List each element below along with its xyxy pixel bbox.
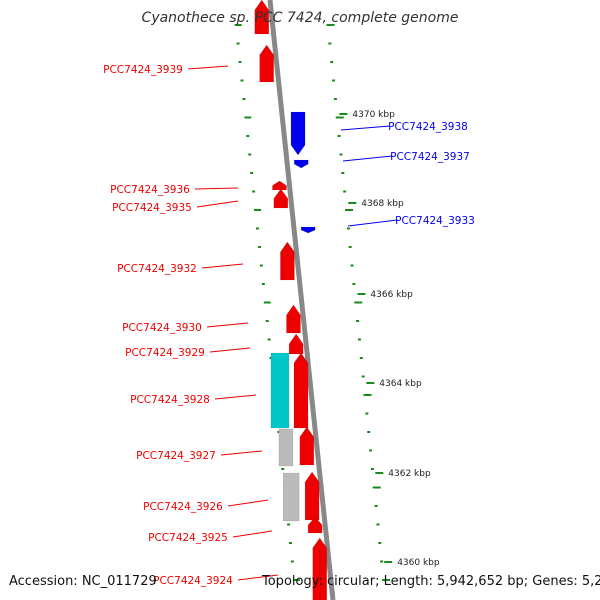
gene-label[interactable]: PCC7424_3937: [390, 151, 470, 163]
gene-label[interactable]: PCC7424_3936: [110, 184, 190, 196]
other-feature[interactable]: [278, 428, 294, 467]
scale-label: 4364 kbp: [379, 379, 422, 389]
gene-label[interactable]: PCC7424_3925: [148, 532, 228, 544]
gene-3932[interactable]: [280, 241, 295, 281]
gene-label[interactable]: PCC7424_3935: [112, 202, 192, 214]
gene-leader-line: [237, 574, 279, 581]
gene-label[interactable]: PCC7424_3938: [388, 121, 468, 133]
gene-label[interactable]: PCC7424_3933: [395, 215, 475, 227]
gene-leader-line: [214, 394, 257, 400]
topology-text: Topology: circular; Length: 5,942,652 bp…: [262, 574, 600, 589]
gene-3939[interactable]: [259, 44, 274, 83]
scale-label: 4368 kbp: [361, 199, 404, 209]
gene-3935[interactable]: [273, 188, 289, 209]
map-title: Cyanothece sp. PCC 7424, complete genome: [141, 10, 459, 26]
gene-leader-line: [232, 530, 273, 538]
gene-leader-line: [194, 187, 239, 190]
gene-top-partial[interactable]: [254, 0, 270, 35]
genome-backbone: [267, 0, 336, 600]
scale-label: 4366 kbp: [370, 290, 413, 300]
scale-label: 4370 kbp: [352, 110, 395, 120]
gene-leader-line: [220, 450, 263, 456]
gene-3936[interactable]: [272, 180, 287, 191]
gene-3925[interactable]: [307, 516, 323, 534]
accession-text: Accession: NC_011729: [9, 574, 157, 589]
gene-3937[interactable]: [293, 159, 309, 169]
gene-leader-line: [342, 155, 393, 162]
gene-leader-line: [201, 263, 244, 269]
gene-3924[interactable]: [312, 537, 328, 600]
gene-label[interactable]: PCC7424_3928: [130, 394, 210, 406]
gene-leader-line: [347, 219, 398, 227]
scale-label: 4360 kbp: [397, 558, 440, 568]
gene-label[interactable]: PCC7424_3932: [117, 263, 197, 275]
gene-label[interactable]: PCC7424_3939: [103, 64, 183, 76]
gene-3929[interactable]: [288, 333, 304, 355]
gene-leader-line: [209, 347, 251, 353]
gene-3928[interactable]: [293, 352, 309, 429]
gene-label[interactable]: PCC7424_3927: [136, 450, 216, 462]
gene-3938[interactable]: [290, 111, 306, 156]
gene-label[interactable]: PCC7424_3930: [122, 322, 202, 334]
gene-leader-line: [187, 65, 229, 70]
gene-label[interactable]: PCC7424_3926: [143, 501, 223, 513]
gene-leader-line: [206, 322, 249, 328]
gene-leader-line: [340, 125, 391, 131]
scale-label: 4362 kbp: [388, 469, 431, 479]
gene-leader-line: [196, 200, 239, 208]
gene-3927[interactable]: [299, 426, 315, 466]
other-feature[interactable]: [282, 472, 300, 522]
gene-3933[interactable]: [300, 226, 316, 234]
rna-feature[interactable]: [270, 352, 290, 429]
gene-3926[interactable]: [304, 471, 320, 521]
gene-label[interactable]: PCC7424_3924: [153, 575, 233, 587]
gene-leader-line: [227, 499, 269, 507]
gene-3930[interactable]: [286, 304, 301, 334]
gene-label[interactable]: PCC7424_3929: [125, 347, 205, 359]
